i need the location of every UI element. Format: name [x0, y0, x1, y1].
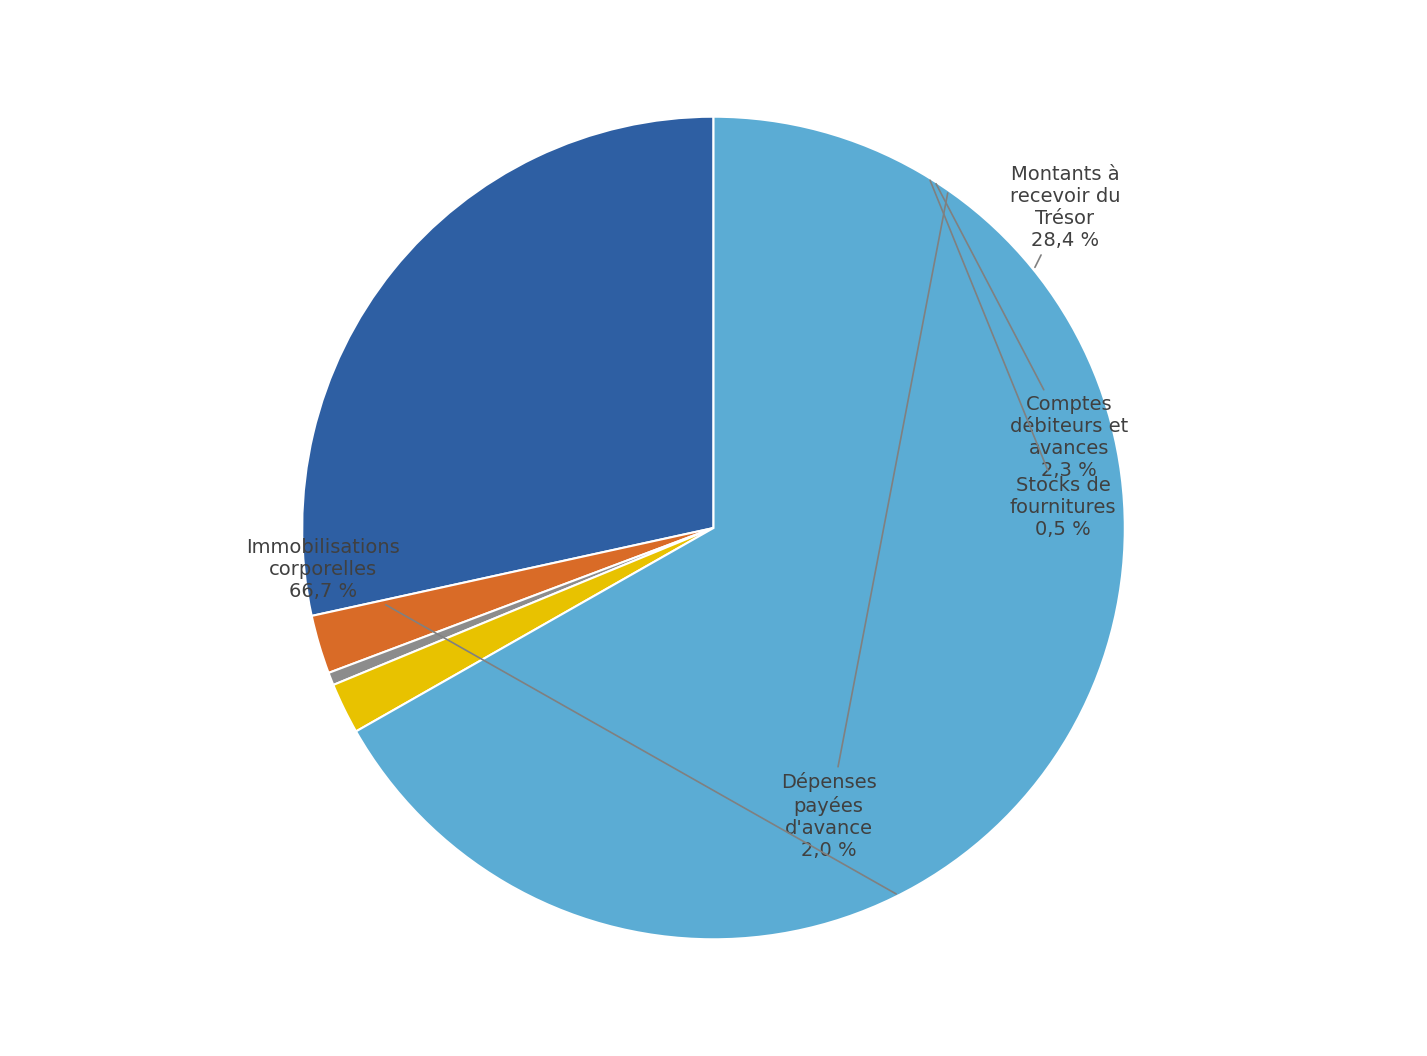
Text: Comptes
débiteurs et
avances
2,3 %: Comptes débiteurs et avances 2,3 % — [936, 184, 1127, 480]
Text: Montants à
recevoir du
Trésor
28,4 %: Montants à recevoir du Trésor 28,4 % — [1010, 165, 1120, 267]
Wedge shape — [355, 117, 1124, 939]
Text: Immobilisations
corporelles
66,7 %: Immobilisations corporelles 66,7 % — [245, 538, 896, 894]
Text: Stocks de
fournitures
0,5 %: Stocks de fournitures 0,5 % — [930, 181, 1116, 539]
Wedge shape — [303, 117, 714, 616]
Wedge shape — [328, 528, 714, 685]
Wedge shape — [311, 528, 714, 673]
Wedge shape — [334, 528, 714, 732]
Text: Dépenses
payées
d'avance
2,0 %: Dépenses payées d'avance 2,0 % — [781, 193, 948, 860]
